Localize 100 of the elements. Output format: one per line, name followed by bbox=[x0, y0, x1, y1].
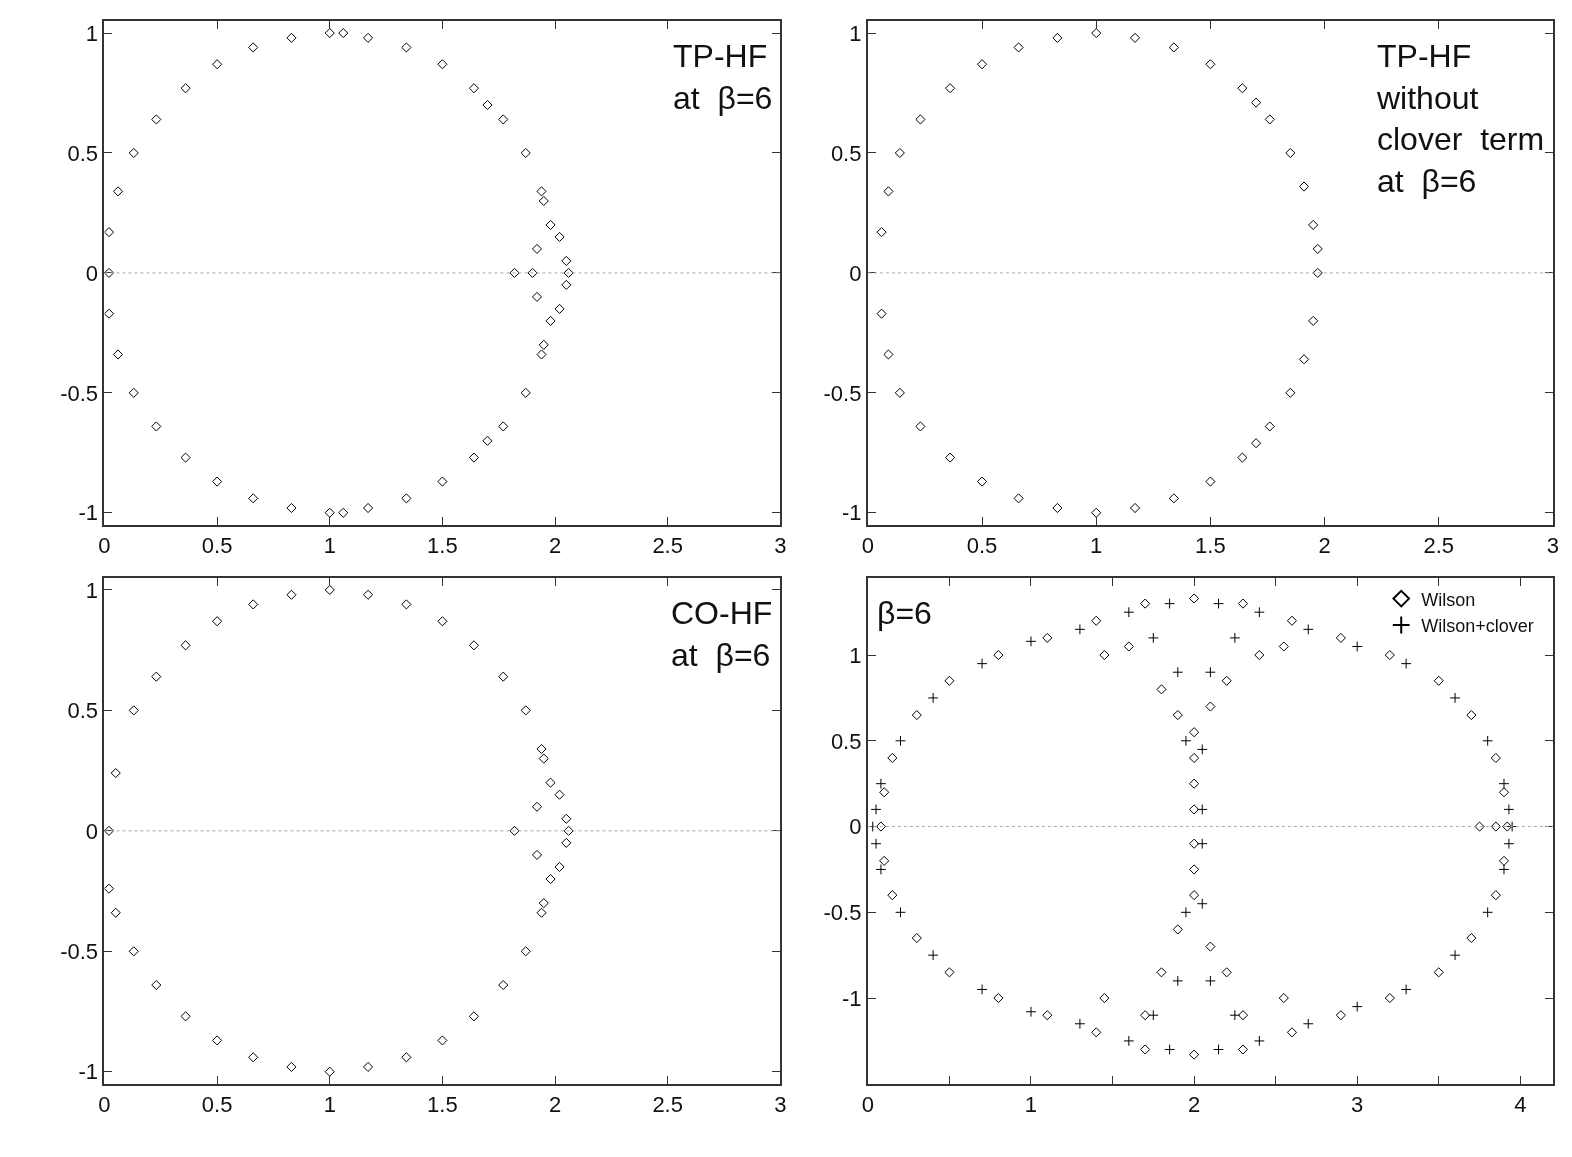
y-tick-label: -1 bbox=[841, 500, 862, 526]
x-tick-label: 3 bbox=[774, 533, 787, 559]
point bbox=[870, 838, 882, 850]
x-tick-label: 0.5 bbox=[201, 533, 233, 559]
point bbox=[1074, 1018, 1086, 1030]
point bbox=[324, 1066, 335, 1077]
point bbox=[1213, 1044, 1224, 1055]
point bbox=[437, 616, 448, 627]
point bbox=[248, 1052, 259, 1063]
point bbox=[128, 147, 139, 159]
point bbox=[1147, 632, 1159, 644]
point bbox=[1180, 906, 1192, 918]
point bbox=[536, 349, 547, 360]
point bbox=[977, 476, 988, 487]
point bbox=[1308, 315, 1319, 326]
point bbox=[437, 59, 448, 70]
x-tick-label: 0.5 bbox=[966, 533, 998, 559]
point bbox=[286, 1061, 297, 1072]
point bbox=[1251, 97, 1262, 108]
x-tick-label: 1 bbox=[1024, 1092, 1038, 1118]
x-tick-label: 1 bbox=[323, 533, 336, 559]
y-tick-label: 0.5 bbox=[67, 698, 99, 724]
point bbox=[437, 1035, 448, 1046]
y-tick-label: -0.5 bbox=[823, 380, 862, 406]
point bbox=[498, 671, 509, 682]
y-tick-label: 0 bbox=[849, 814, 862, 840]
point bbox=[545, 315, 556, 326]
annotation: TP-HF at β=6 bbox=[673, 38, 773, 116]
point bbox=[538, 339, 549, 350]
point bbox=[401, 599, 412, 610]
point bbox=[498, 114, 509, 125]
annotation: β=6 bbox=[877, 595, 932, 631]
x-tick-label: 2 bbox=[548, 533, 562, 559]
y-tick-label: 1 bbox=[849, 20, 862, 46]
point bbox=[876, 227, 887, 238]
point bbox=[151, 114, 162, 125]
point bbox=[212, 616, 223, 627]
point bbox=[1229, 1009, 1241, 1021]
point bbox=[915, 114, 926, 125]
point bbox=[545, 219, 556, 230]
point bbox=[894, 147, 905, 159]
point bbox=[545, 777, 556, 788]
point bbox=[1123, 1035, 1135, 1047]
point bbox=[536, 186, 547, 197]
point bbox=[324, 507, 335, 518]
point bbox=[104, 308, 115, 319]
point bbox=[1052, 32, 1063, 43]
point bbox=[1196, 898, 1208, 910]
point bbox=[180, 640, 191, 651]
point bbox=[531, 291, 543, 302]
point bbox=[554, 789, 565, 800]
point bbox=[212, 476, 223, 487]
point bbox=[363, 1061, 374, 1072]
point bbox=[151, 671, 162, 682]
x-tick-label: 3 bbox=[1351, 1092, 1364, 1118]
point bbox=[520, 147, 531, 159]
y-tick-label: 0 bbox=[849, 260, 862, 286]
point bbox=[1503, 838, 1515, 850]
y-tick-label: 1 bbox=[85, 20, 99, 46]
point bbox=[561, 255, 572, 266]
point bbox=[286, 589, 297, 600]
x-tick-label: 4 bbox=[1514, 1092, 1527, 1118]
point bbox=[520, 705, 531, 716]
x-tick-label: 1 bbox=[1090, 533, 1103, 559]
point bbox=[538, 753, 549, 764]
point bbox=[915, 421, 926, 432]
point bbox=[1237, 83, 1248, 94]
point bbox=[536, 743, 547, 754]
y-tick-label: 1 bbox=[85, 577, 99, 603]
point bbox=[151, 421, 162, 432]
point bbox=[509, 267, 520, 278]
point bbox=[1400, 984, 1412, 995]
point bbox=[104, 825, 115, 836]
point bbox=[1123, 606, 1135, 618]
point bbox=[554, 303, 565, 314]
point bbox=[248, 42, 259, 53]
point bbox=[128, 705, 139, 716]
point bbox=[876, 308, 887, 319]
y-tick-label: -1 bbox=[841, 985, 862, 1011]
point bbox=[1052, 502, 1063, 514]
x-tick-label: 1 bbox=[323, 1092, 336, 1118]
point bbox=[875, 778, 887, 790]
point bbox=[976, 984, 988, 995]
point bbox=[363, 502, 374, 514]
point bbox=[1302, 1018, 1314, 1030]
point bbox=[554, 231, 565, 242]
point bbox=[1205, 666, 1216, 678]
point bbox=[1449, 692, 1461, 704]
point bbox=[1253, 606, 1265, 618]
point bbox=[1172, 666, 1184, 678]
point bbox=[1498, 864, 1510, 875]
point bbox=[1503, 804, 1515, 815]
point bbox=[536, 907, 547, 918]
point bbox=[945, 83, 956, 94]
y-tick-label: -0.5 bbox=[60, 380, 99, 406]
point bbox=[151, 979, 162, 991]
point bbox=[875, 864, 887, 875]
point bbox=[482, 435, 493, 446]
point bbox=[527, 267, 538, 278]
point bbox=[1205, 975, 1216, 987]
